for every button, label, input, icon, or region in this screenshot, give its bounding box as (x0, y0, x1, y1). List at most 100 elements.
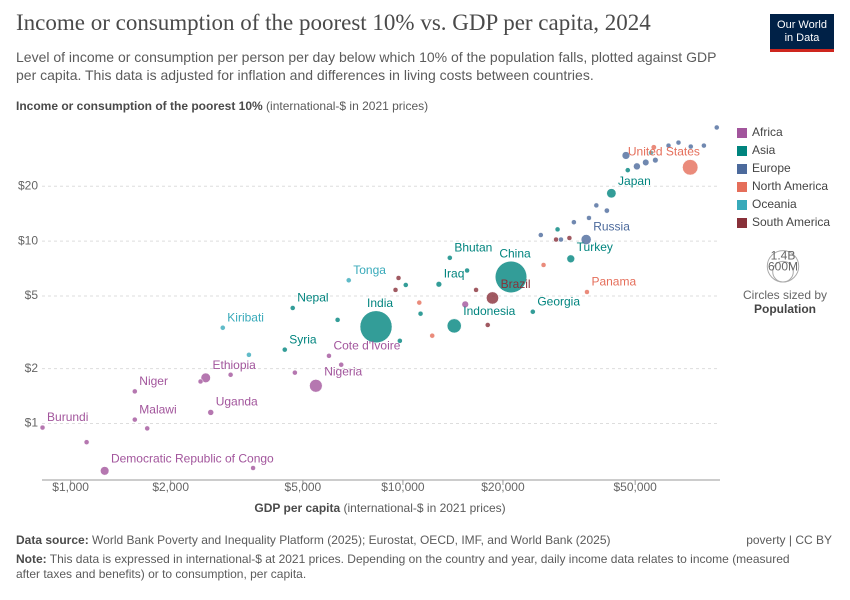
point (207, 409, 214, 416)
point-label: Niger (139, 374, 168, 388)
point (132, 388, 138, 395)
point (144, 425, 150, 432)
point (701, 142, 707, 149)
point-label: China (499, 246, 531, 260)
point-label: India (367, 296, 393, 310)
point (227, 372, 234, 378)
point-label: Russia (593, 220, 630, 234)
point-label: Uganda (216, 395, 258, 409)
source: Data source: World Bank Poverty and Ineq… (16, 533, 611, 547)
point (282, 346, 288, 353)
point-label: Panama (591, 275, 636, 289)
point-label: Brazil (501, 277, 531, 291)
point (642, 158, 650, 166)
x-axis-title: GDP per capita (international-$ in 2021 … (0, 501, 760, 515)
point (606, 188, 617, 199)
legend-label: South America (752, 215, 830, 229)
point (416, 299, 423, 306)
legend-label: Africa (752, 125, 783, 139)
point-label: Nepal (297, 291, 328, 305)
point (665, 142, 672, 149)
point (633, 162, 641, 171)
logo[interactable]: Our World in Data (770, 14, 834, 52)
legend-swatch (737, 164, 747, 174)
legend-swatch (737, 200, 747, 210)
legend-label: North America (752, 179, 828, 193)
point-label: Cote d'Ivoire (333, 338, 400, 352)
point (246, 352, 252, 358)
point (584, 289, 590, 295)
point (403, 282, 409, 288)
y-tick-label: $10 (18, 233, 38, 247)
point (652, 157, 659, 164)
point (566, 254, 575, 263)
point-label: Turkey (577, 240, 613, 254)
point (461, 300, 469, 308)
y-tick-label: $2 (25, 361, 39, 375)
point (571, 219, 577, 225)
x-tick-label: $50,000 (613, 480, 657, 494)
logo-line: in Data (784, 32, 820, 44)
point-label: Georgia (537, 294, 580, 308)
point (309, 379, 323, 393)
point (538, 232, 544, 238)
point (648, 150, 654, 156)
point (338, 361, 344, 368)
point (345, 277, 352, 284)
point (625, 167, 631, 173)
x-tick-label: $1,000 (52, 480, 89, 494)
legend-swatch (737, 128, 747, 138)
point (334, 317, 341, 323)
point-label: Burundi (47, 410, 88, 424)
point (220, 324, 226, 331)
point (435, 281, 442, 288)
note-label: Note: (16, 552, 47, 566)
point-label: Nigeria (324, 365, 362, 379)
size-legend-variable: Population (754, 302, 816, 316)
y-axis-title: Income or consumption of the poorest 10%… (16, 99, 428, 113)
point (688, 143, 694, 150)
x-axis-title-unit: (international-$ in 2021 prices) (340, 501, 506, 515)
size-legend-circle (772, 260, 794, 283)
point-label: Iraq (444, 267, 465, 281)
point-label: Kiribati (227, 310, 264, 324)
legend-label: Asia (752, 143, 776, 157)
legend-label: Oceania (752, 197, 797, 211)
source-text: World Bank Poverty and Inequality Platfo… (88, 533, 611, 547)
point (446, 318, 462, 334)
y-tick-label: $5 (25, 288, 39, 302)
point (682, 159, 699, 176)
chart-subtitle: Level of income or consumption per perso… (16, 49, 717, 83)
point (197, 378, 204, 385)
note-text: This data is expressed in international-… (16, 552, 793, 581)
legend-swatch (737, 182, 747, 192)
x-tick-label: $10,000 (381, 480, 425, 494)
point-label: Indonesia (463, 304, 515, 318)
point (580, 234, 592, 245)
point (289, 305, 296, 311)
point (621, 151, 631, 160)
point (447, 255, 453, 261)
point (39, 424, 46, 431)
point (554, 226, 561, 233)
point (250, 465, 256, 471)
point (395, 275, 402, 281)
y-axis-title-main: Income or consumption of the poorest 10% (16, 99, 263, 113)
point-label: Japan (618, 174, 651, 188)
x-tick-label: $5,000 (285, 480, 322, 494)
x-axis-title-main: GDP per capita (254, 501, 341, 515)
legend-swatch (737, 146, 747, 156)
x-tick-label: $2,000 (152, 480, 189, 494)
note: Note: This data is expressed in internat… (16, 552, 796, 582)
license[interactable]: poverty | CC BY (746, 533, 832, 547)
point (100, 466, 110, 476)
chart-title: Income or consumption of the poorest 10%… (16, 10, 651, 35)
point (650, 144, 657, 151)
point (486, 291, 499, 305)
point (392, 287, 399, 293)
point-label: Ethiopia (212, 358, 256, 372)
logo-line: Our World (777, 19, 827, 31)
point (494, 260, 528, 293)
